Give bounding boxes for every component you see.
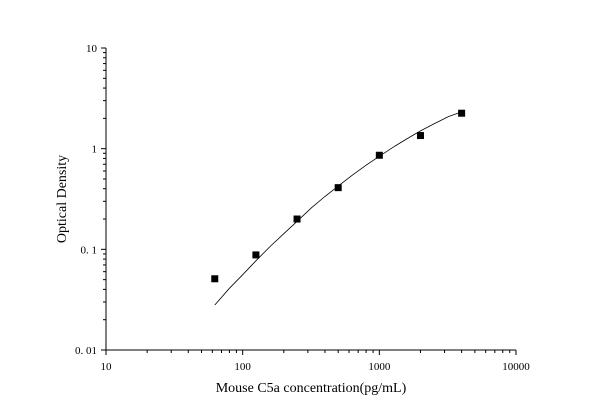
y-tick-label: 1 — [92, 144, 98, 156]
data-point — [458, 109, 466, 117]
data-point — [375, 151, 383, 159]
axes: 10 100 1000 10000 0. 01 0. 1 1 10 — [75, 43, 530, 373]
x-tick-label: 100 — [234, 361, 251, 373]
y-tick-label: 10 — [86, 43, 98, 55]
x-tick-label: 1000 — [368, 361, 391, 373]
x-tick-label: 10000 — [502, 361, 530, 373]
data-points-layer — [211, 109, 466, 283]
data-point — [293, 215, 301, 223]
data-point — [252, 251, 260, 259]
y-axis-title: Optical Density — [55, 155, 70, 243]
data-point — [416, 132, 424, 140]
fit-curve-layer — [214, 111, 462, 306]
y-tick-label: 0. 01 — [75, 345, 97, 357]
y-tick-label: 0. 1 — [81, 244, 98, 256]
fit-curve — [214, 111, 462, 306]
data-point — [211, 275, 219, 283]
x-axis-title: Mouse C5a concentration(pg/mL) — [216, 381, 407, 396]
data-point — [334, 184, 342, 192]
x-tick-label: 10 — [101, 361, 113, 373]
